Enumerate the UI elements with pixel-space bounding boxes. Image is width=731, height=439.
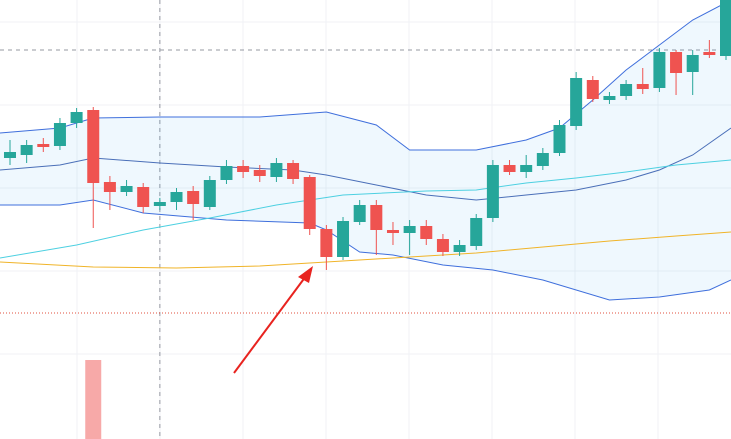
candle-body (586, 80, 599, 99)
candle-body (436, 239, 449, 252)
candle-body (137, 187, 150, 207)
candle-body (37, 144, 50, 147)
candle-body (620, 84, 633, 96)
candle-body (653, 52, 666, 88)
candle-body (253, 170, 266, 176)
candle-body (570, 78, 583, 126)
candle-body (486, 165, 499, 218)
candle-body (603, 96, 616, 100)
candle-body (470, 218, 483, 246)
overlay-line (0, 159, 731, 259)
candle-body (220, 166, 233, 180)
candle-body (187, 191, 200, 204)
candle-body (686, 55, 699, 72)
candle-body (636, 84, 649, 89)
candle-body (203, 180, 216, 207)
candle-body (237, 166, 250, 172)
candle-body (553, 125, 566, 153)
candle-body (303, 177, 316, 229)
candle-body (87, 110, 100, 183)
arrow-head (298, 266, 313, 283)
candle-body (153, 202, 166, 206)
overlay-line (0, 127, 731, 201)
candle-body (670, 52, 683, 73)
candle-body (520, 165, 533, 172)
candle-body (337, 221, 350, 257)
candle-body (420, 226, 433, 239)
annotation-arrow (233, 266, 313, 374)
candle-body (353, 205, 366, 222)
candle-body (503, 165, 516, 172)
candle-body (3, 152, 16, 158)
candle-body (53, 123, 66, 146)
arrow-shaft (233, 275, 307, 374)
candle-body (370, 205, 383, 230)
band-fill (0, 0, 731, 300)
overlay-line (0, 231, 731, 269)
candle-body (287, 163, 300, 179)
candle-body (20, 145, 33, 155)
candle-body (453, 245, 466, 252)
candle-body (170, 192, 183, 202)
volume-bar (85, 360, 102, 439)
candle-body (403, 226, 416, 233)
overlay-line (0, 0, 731, 151)
candle-body (120, 186, 133, 192)
candle-body (70, 112, 83, 123)
candle-body (386, 230, 399, 233)
candle-body (270, 163, 283, 177)
candle-body (536, 153, 549, 166)
candle-body (720, 0, 731, 56)
candle-body (103, 182, 116, 192)
candle-body (320, 229, 333, 257)
candle-body (703, 52, 716, 55)
